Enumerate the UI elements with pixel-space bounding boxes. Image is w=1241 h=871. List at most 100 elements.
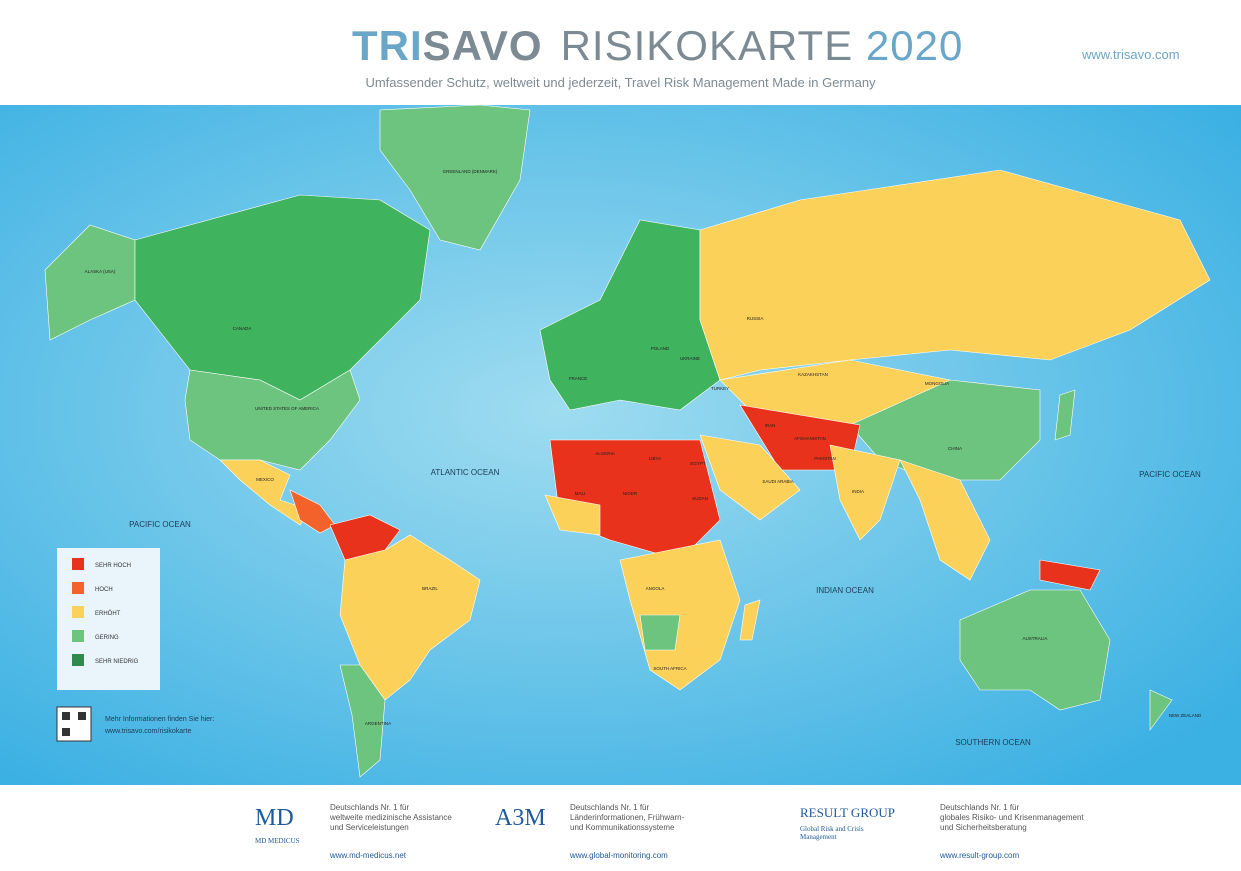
legend-label: SEHR NIEDRIG (95, 659, 139, 665)
png (1039, 559, 1101, 591)
legend-swatch (72, 606, 84, 618)
country-label: LIBYA (649, 456, 661, 461)
labels: ATLANTIC OCEAN PACIFIC OCEAN PACIFIC OCEAN… (85, 169, 1202, 747)
ocean-label: SOUTHERN OCEAN (955, 738, 1031, 747)
partner-logo[interactable]: A3M (495, 805, 546, 831)
country-label: KAZAKHSTAN (798, 372, 828, 377)
country-label: BRAZIL (422, 586, 438, 591)
country-label: SUDAN (692, 496, 708, 501)
partner-text: Deutschlands Nr. 1 für weltweite medizini… (330, 803, 452, 833)
country-label: PAKISTAN (814, 456, 836, 461)
partner-line: und Serviceleistungen (330, 823, 409, 832)
country-label: SAUDI ARABIA (762, 479, 793, 484)
country-label: FRANCE (569, 376, 588, 381)
title: RISIKOKARTE (560, 22, 854, 69)
partner-logo[interactable]: MD (255, 805, 294, 831)
year: 2020 (865, 22, 964, 69)
country-label: NIGER (623, 491, 638, 496)
country-label: NEW ZEALAND (1169, 713, 1202, 718)
partner: A3M Deutschlands Nr. 1 für Länderinformati… (495, 801, 795, 861)
info-text: Mehr Informationen finden Sie hier: (105, 716, 214, 723)
country-label: ARGENTINA (365, 721, 391, 726)
southern-cone (339, 664, 386, 778)
australia (959, 589, 1111, 711)
brand: TRISAVO RISIKOKARTE 2020 (352, 22, 963, 70)
partner-url[interactable]: www.md-medicus.net (330, 851, 407, 860)
country-label: TURKEY (711, 386, 729, 391)
partner-line: Länderinformationen, Frühwarn- (570, 813, 685, 822)
japan (1054, 389, 1076, 441)
footer: MD MD MEDICUS Deutschlands Nr. 1 für weltwe… (0, 785, 1241, 871)
country-label: MONGOLIA (925, 381, 949, 386)
country-label: AUSTRALIA (1022, 636, 1047, 641)
legend-label: SEHR HOCH (95, 563, 131, 569)
legend-label: ERHÖHT (95, 610, 121, 617)
partner-line: Deutschlands Nr. 1 für (940, 803, 1020, 812)
country-label: UKRAINE (680, 356, 700, 361)
partner-text: Deutschlands Nr. 1 für Länderinformatione… (570, 803, 684, 833)
partner-text: Deutschlands Nr. 1 für globales Risiko- u… (940, 803, 1084, 833)
country-label: MALI (575, 491, 586, 496)
legend-label: HOCH (95, 587, 113, 593)
partner-line: Deutschlands Nr. 1 für (570, 803, 650, 812)
country-label: IRAN (765, 423, 776, 428)
country-label: SOUTH AFRICA (653, 666, 686, 671)
partner-url[interactable]: www.result-group.com (940, 851, 1020, 860)
legend: SEHR HOCH HOCH ERHÖHT GERING SEHR NIEDRIG (72, 558, 139, 666)
partner-name: MD MEDICUS (255, 837, 300, 845)
canada (134, 194, 431, 401)
country-label: ALGERIA (595, 451, 615, 456)
info-url[interactable]: www.trisavo.com/risikokarte (104, 728, 191, 735)
partner-line: und Sicherheitsberatung (940, 823, 1027, 832)
partner-logo[interactable]: RESULT GROUP (800, 805, 895, 820)
legend-swatch (72, 582, 84, 594)
country-label: CANADA (233, 326, 252, 331)
country-label: GREENLAND (DENMARK) (443, 169, 498, 174)
partner-name: Global Risk and Crisis Management (800, 825, 864, 841)
subtitle: Umfassender Schutz, weltweit und jederze… (365, 75, 876, 90)
qr-pattern (62, 728, 70, 736)
legend-box (57, 548, 160, 690)
country-label: CHINA (948, 446, 962, 451)
ocean-label: INDIAN OCEAN (816, 586, 874, 595)
website[interactable]: www.trisavo.com (1082, 47, 1180, 62)
country-label: EGYPT (690, 461, 706, 466)
landmasses (44, 105, 1211, 778)
botswana (639, 614, 681, 651)
colombia-venezuela (329, 514, 401, 561)
madagascar (739, 599, 761, 641)
brazil (339, 534, 481, 701)
world-map: ATLANTIC OCEAN PACIFIC OCEAN PACIFIC OCEAN… (0, 105, 1241, 785)
central-america (289, 489, 336, 534)
country-label: UNITED STATES OF AMERICA (255, 406, 319, 411)
header: TRISAVO RISIKOKARTE 2020 www.trisavo.com … (0, 0, 1241, 105)
partner: MD MD MEDICUS Deutschlands Nr. 1 für weltwe… (255, 801, 555, 861)
west-africa (544, 494, 601, 536)
brand-b: SAVO (422, 22, 543, 69)
southeast-asia (899, 459, 991, 581)
country-label: POLAND (651, 346, 670, 351)
country-label: RUSSIA (747, 316, 764, 321)
greenland (379, 105, 531, 251)
legend-swatch (72, 558, 84, 570)
legend-swatch (72, 654, 84, 666)
new-zealand (1149, 689, 1173, 731)
partner-line: weltweite medizinische Assistance (330, 813, 452, 822)
legend-label: GERING (95, 635, 119, 641)
ocean-label: ATLANTIC OCEAN (431, 468, 500, 477)
country-label: MEXICO (256, 477, 274, 482)
partner-line: globales Risiko- und Krisenmanagement (940, 813, 1084, 822)
india (829, 444, 901, 541)
arabia (699, 434, 801, 521)
partner-line: Deutschlands Nr. 1 für (330, 803, 410, 812)
legend-swatch (72, 630, 84, 642)
brand-a: TRI (352, 22, 423, 69)
partner-url[interactable]: www.global-monitoring.com (570, 851, 668, 860)
country-label: AFGHANISTAN (794, 436, 826, 441)
country-label: ANGOLA (646, 586, 665, 591)
ocean-label: PACIFIC OCEAN (1139, 470, 1201, 479)
usa (184, 369, 361, 471)
country-label: ALASKA (USA) (85, 269, 116, 274)
partner: RESULT GROUP Global Risk and Crisis Manag… (800, 801, 1100, 861)
